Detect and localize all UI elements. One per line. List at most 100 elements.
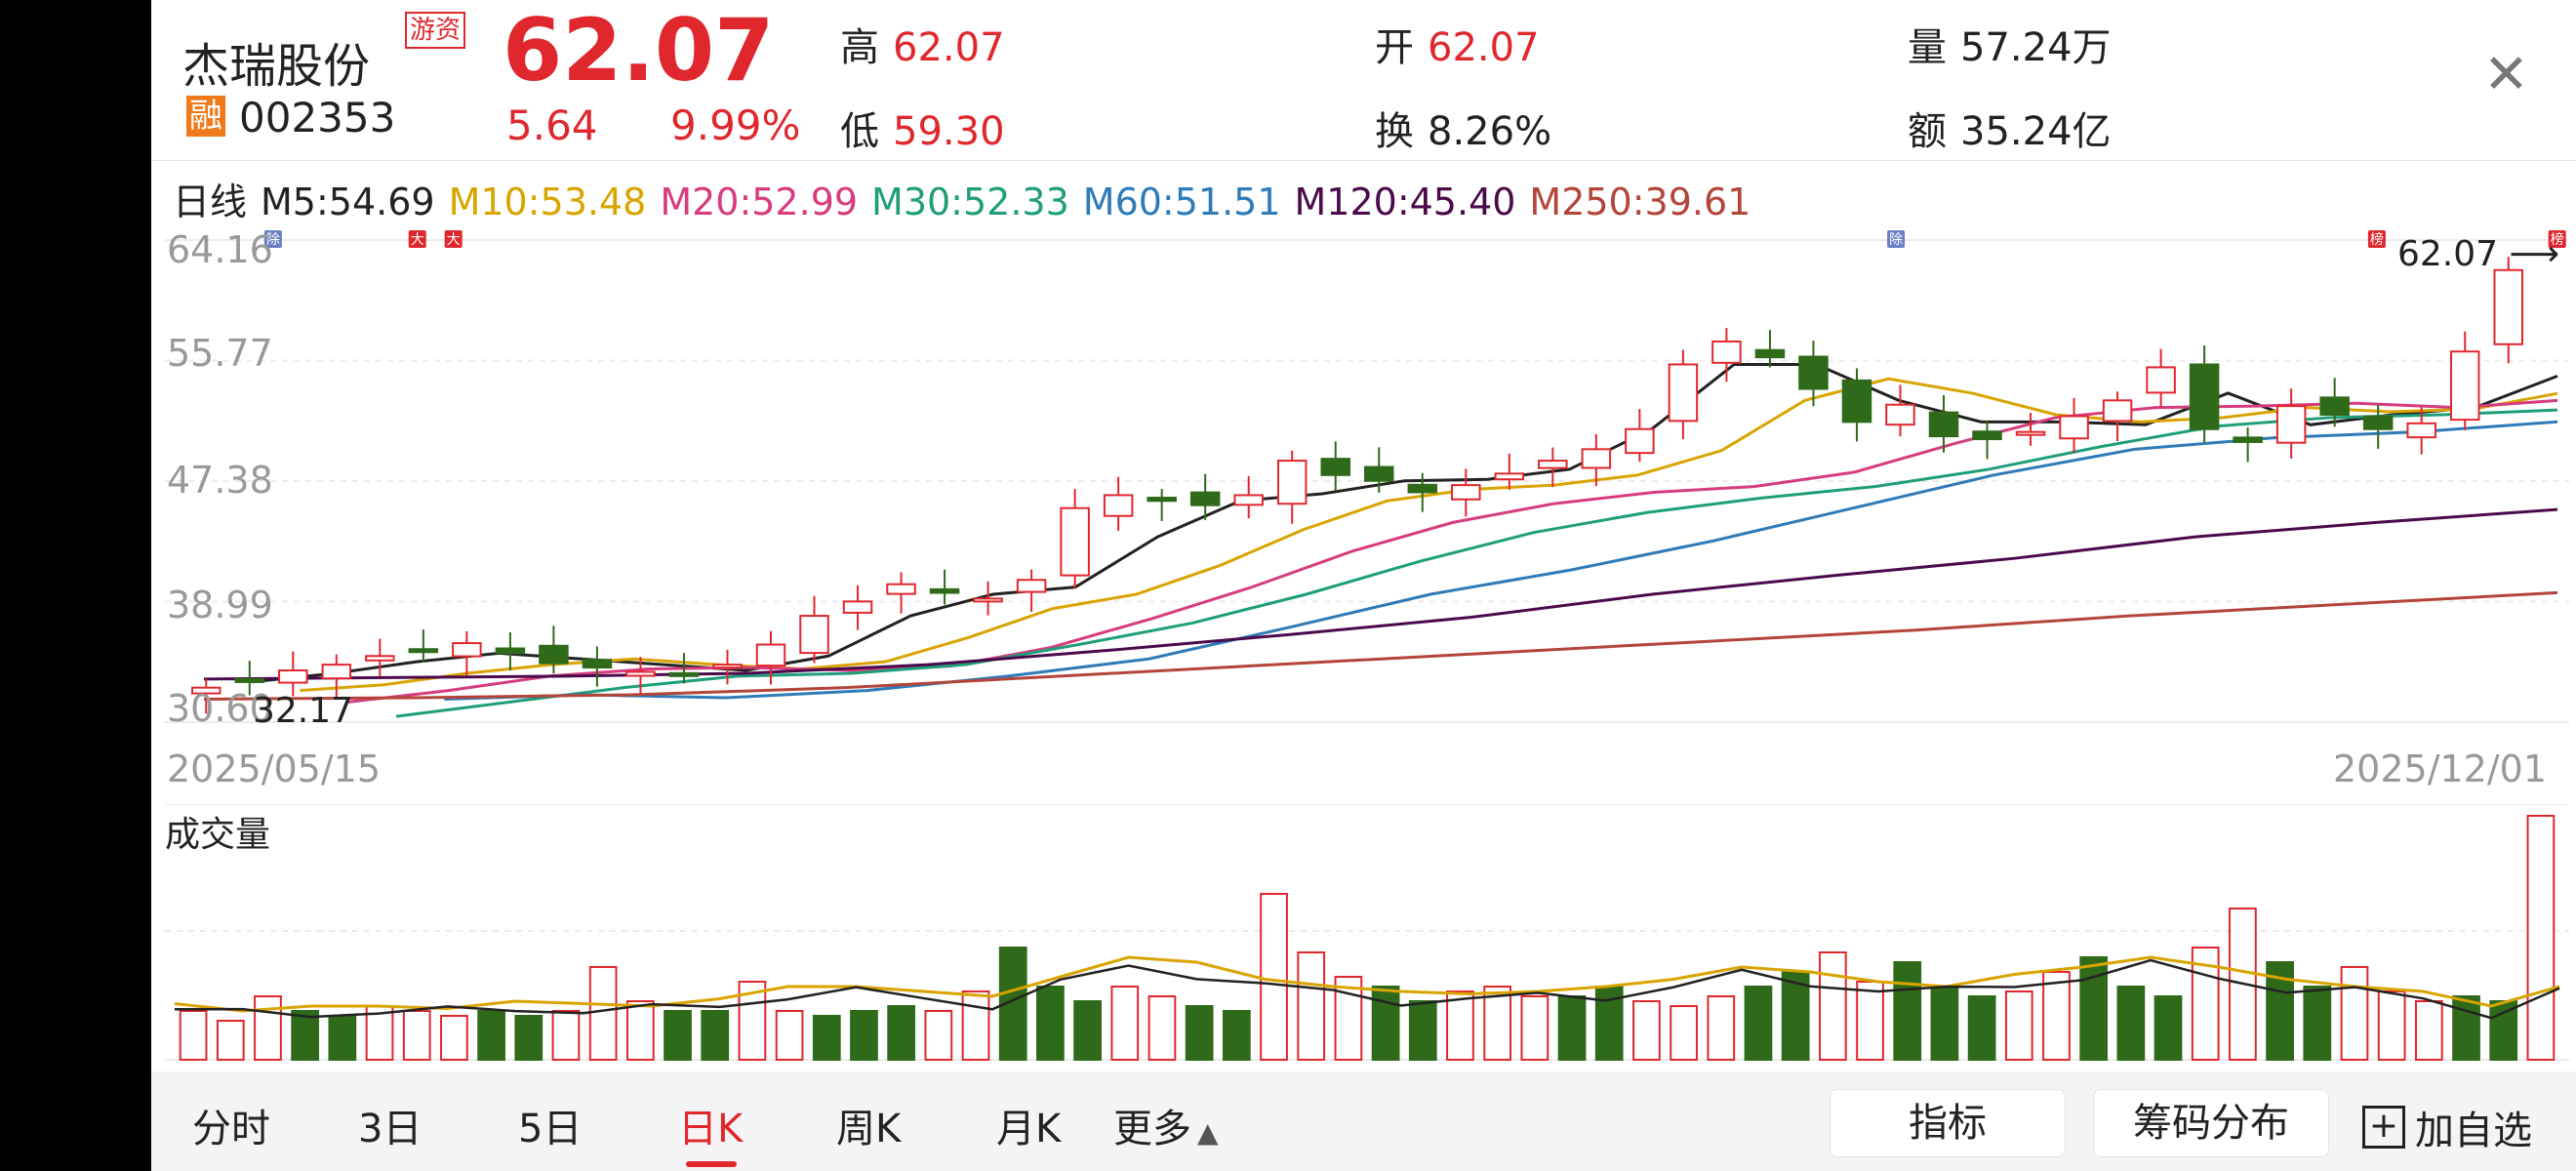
tab-more-label: 更多	[1113, 1107, 1191, 1151]
volume-title: 成交量	[165, 815, 271, 855]
amount-stat: 额 35.24亿	[1908, 100, 2112, 156]
volume-bar	[1520, 995, 1550, 1061]
volume-bar	[2526, 815, 2556, 1061]
price-change-pct: 9.99%	[670, 101, 801, 149]
candle-body	[2319, 396, 2350, 416]
candle-body	[191, 686, 221, 695]
volume-bar	[1408, 1000, 1437, 1061]
volume-bar	[2452, 995, 2480, 1061]
tab-3day[interactable]: 3日	[358, 1107, 423, 1151]
volume-bar	[1147, 995, 1177, 1061]
volume-bar	[1297, 951, 1326, 1061]
candle-body	[1016, 579, 1047, 593]
volume-bar	[2153, 995, 2183, 1061]
price-tick-3: 47.38	[167, 459, 273, 502]
volume-bar	[1744, 986, 1773, 1061]
ma-line-m20	[347, 398, 2558, 704]
volume-bar	[1371, 986, 1400, 1061]
candle-body	[755, 643, 786, 667]
candle-body	[1407, 483, 1438, 494]
candle-body	[2275, 405, 2307, 444]
tab-intraday[interactable]: 分时	[192, 1107, 270, 1151]
volume-bar	[216, 1020, 245, 1061]
volume-bar	[961, 990, 990, 1061]
tab-5day[interactable]: 5日	[518, 1107, 583, 1151]
event-marker-label: 除	[1889, 232, 1903, 248]
candle-body	[1103, 494, 1134, 517]
date-end: 2025/12/01	[2333, 747, 2548, 790]
volume-bar	[1073, 1000, 1102, 1061]
event-marker-bg	[263, 230, 282, 248]
add-watchlist-button[interactable]: + 加自选	[2362, 1099, 2532, 1155]
ma-line-m5	[252, 362, 2558, 684]
volume-ma-line	[174, 955, 2560, 1013]
candle-body	[1668, 363, 1699, 423]
tab-monthly-k[interactable]: 月K	[996, 1107, 1062, 1151]
volume-bar	[1632, 1000, 1661, 1061]
tab-more[interactable]: 更多 ▲	[1113, 1097, 1219, 1153]
stock-detail-panel: 杰瑞股份 游资 融 002353 62.07 5.64 9.99% 高 62.07…	[151, 0, 2576, 1171]
event-marker-label: 榜	[2370, 231, 2384, 248]
high-stat: 高 62.07	[840, 16, 1005, 72]
volume-chart[interactable]	[151, 804, 2576, 1062]
volume-bar	[588, 966, 618, 1061]
volume-bar	[179, 1010, 208, 1061]
low-value: 59.30	[893, 109, 1005, 154]
volume-bar	[1110, 986, 1140, 1061]
candle-body	[973, 597, 1003, 603]
volume-value: 57.24万	[1960, 25, 2112, 70]
ma30-label: M30:52.33	[871, 181, 1069, 223]
candle-body	[1320, 458, 1350, 476]
ma-line-m250	[203, 590, 2558, 701]
kline-chart[interactable]: 除大大除榜榜	[151, 222, 2576, 738]
event-marker-bg	[2367, 230, 2386, 248]
candle-body	[2146, 366, 2176, 394]
high-label: 高	[840, 25, 879, 70]
amount-value: 35.24亿	[1960, 109, 2112, 154]
price-tick-1: 64.16	[167, 228, 273, 271]
volume-ma5-line	[174, 958, 2560, 1020]
date-start: 2025/05/15	[167, 747, 382, 790]
candle-body	[2189, 363, 2220, 430]
candle-body	[2493, 268, 2523, 345]
caret-up-icon: ▲	[1197, 1116, 1219, 1149]
candle-body	[1885, 403, 1915, 426]
plus-box-icon: +	[2362, 1106, 2405, 1149]
candle-body	[278, 669, 308, 684]
candle-body	[1451, 484, 1481, 501]
event-marker-label: 大	[447, 232, 461, 248]
volume-bar	[1260, 893, 1288, 1061]
volume-bar	[924, 1010, 953, 1061]
volume-bar	[291, 1010, 320, 1061]
open-label: 开	[1375, 25, 1414, 70]
open-stat: 开 62.07	[1375, 16, 1540, 72]
candle-body	[842, 600, 873, 614]
close-icon[interactable]: ✕	[2483, 43, 2529, 106]
indicator-button[interactable]: 指标	[1830, 1089, 2066, 1157]
current-price: 62.07	[503, 0, 775, 101]
chip-distribution-button[interactable]: 筹码分布	[2093, 1089, 2329, 1157]
event-marker-label: 除	[266, 232, 280, 248]
ma-legend: 日线 M5:54.69 M10:53.48 M20:52.99 M30:52.33 M60…	[173, 172, 1764, 225]
tab-weekly-k[interactable]: 周K	[836, 1107, 902, 1151]
volume-bar	[1818, 951, 1847, 1061]
candle-body	[365, 655, 395, 662]
candle-body	[1189, 491, 1221, 506]
high-value: 62.07	[893, 25, 1005, 70]
event-marker-bg	[2548, 230, 2566, 248]
volume-bar	[775, 1010, 804, 1061]
volume-bar	[514, 1015, 543, 1061]
candle-body	[2233, 436, 2263, 443]
candle-body	[234, 677, 265, 683]
hot-money-tag[interactable]: 游资	[405, 12, 466, 49]
candle-body	[1276, 460, 1308, 505]
event-marker-label: 大	[411, 232, 424, 248]
turnover-label: 换	[1375, 109, 1414, 154]
ma10-label: M10:53.48	[448, 181, 647, 223]
candle-body	[2362, 415, 2394, 430]
header-divider	[151, 160, 2576, 161]
candle-body	[1625, 427, 1655, 455]
volume-bar	[254, 995, 282, 1061]
candle-body	[1928, 411, 1959, 438]
tab-daily-k[interactable]: 日K	[678, 1107, 744, 1151]
